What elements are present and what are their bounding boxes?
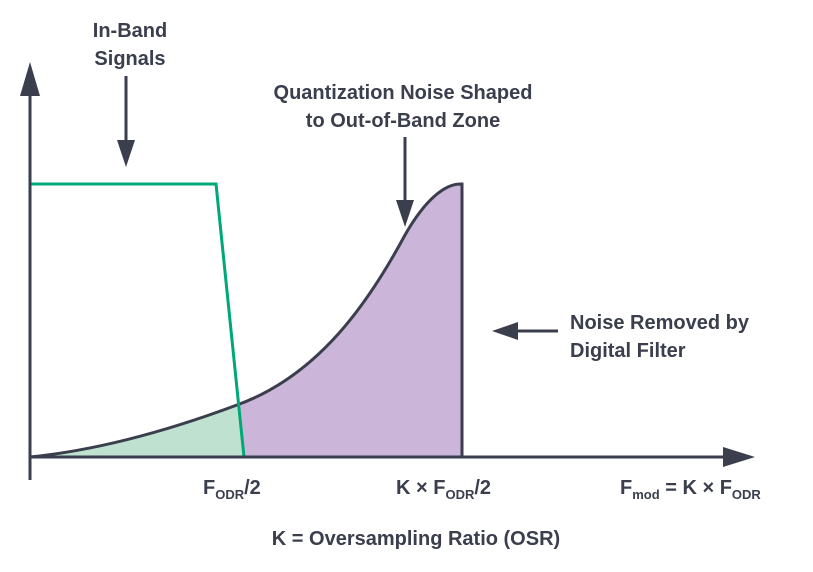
noise-shaped-arrow-icon xyxy=(396,137,414,227)
in-band-label-line2: Signals xyxy=(94,48,165,70)
in-band-signal-line xyxy=(30,182,246,458)
x-axis-arrowhead xyxy=(723,447,755,467)
out-of-band-noise-region xyxy=(237,183,462,457)
in-band-arrow-icon xyxy=(117,76,135,167)
noise-shaped-label-line1: Quantization Noise Shaped xyxy=(274,82,533,104)
tick-k-fodr-half: K × FODR/2 xyxy=(396,477,491,502)
noise-removed-arrow-icon xyxy=(492,322,558,340)
in-band-label-line1: In-Band xyxy=(93,20,167,42)
noise-shape-curve xyxy=(29,182,464,459)
osr-caption: K = Oversampling Ratio (OSR) xyxy=(272,528,560,550)
tick-fmod: Fmod = K × FODR xyxy=(620,477,761,502)
tick-fodr-half: FODR/2 xyxy=(203,477,261,502)
noise-removed-label-line2: Digital Filter xyxy=(570,340,686,362)
noise-removed-label-line1: Noise Removed by xyxy=(570,312,750,334)
in-band-noise-region xyxy=(30,405,244,457)
y-axis-arrowhead xyxy=(20,62,40,96)
noise-shaped-label-line2: to Out-of-Band Zone xyxy=(306,110,500,132)
